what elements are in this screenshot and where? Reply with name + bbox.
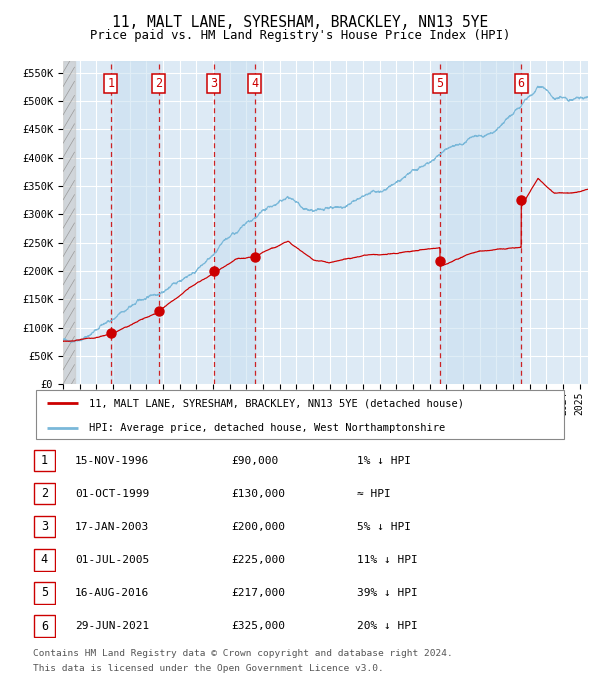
- Text: 11, MALT LANE, SYRESHAM, BRACKLEY, NN13 5YE: 11, MALT LANE, SYRESHAM, BRACKLEY, NN13 …: [112, 15, 488, 30]
- Text: 5: 5: [41, 586, 48, 600]
- FancyBboxPatch shape: [34, 582, 55, 604]
- Text: 5: 5: [436, 78, 443, 90]
- Text: 15-NOV-1996: 15-NOV-1996: [75, 456, 149, 466]
- Text: ≈ HPI: ≈ HPI: [357, 489, 391, 498]
- Text: 01-JUL-2005: 01-JUL-2005: [75, 555, 149, 565]
- Text: 39% ↓ HPI: 39% ↓ HPI: [357, 588, 418, 598]
- Text: 1% ↓ HPI: 1% ↓ HPI: [357, 456, 411, 466]
- Text: £217,000: £217,000: [231, 588, 285, 598]
- Text: 6: 6: [518, 78, 525, 90]
- FancyBboxPatch shape: [34, 450, 55, 471]
- Text: 29-JUN-2021: 29-JUN-2021: [75, 621, 149, 631]
- Text: 2: 2: [41, 487, 48, 500]
- Polygon shape: [63, 61, 74, 384]
- Text: 3: 3: [41, 520, 48, 533]
- Text: £90,000: £90,000: [231, 456, 278, 466]
- Text: 11% ↓ HPI: 11% ↓ HPI: [357, 555, 418, 565]
- Text: 11, MALT LANE, SYRESHAM, BRACKLEY, NN13 5YE (detached house): 11, MALT LANE, SYRESHAM, BRACKLEY, NN13 …: [89, 398, 464, 409]
- Text: 6: 6: [41, 619, 48, 632]
- Bar: [440, 61, 521, 384]
- Text: 01-OCT-1999: 01-OCT-1999: [75, 489, 149, 498]
- Text: 17-JAN-2003: 17-JAN-2003: [75, 522, 149, 532]
- Text: 5% ↓ HPI: 5% ↓ HPI: [357, 522, 411, 532]
- Text: 20% ↓ HPI: 20% ↓ HPI: [357, 621, 418, 631]
- FancyBboxPatch shape: [36, 390, 564, 439]
- Bar: [111, 61, 159, 384]
- FancyBboxPatch shape: [34, 615, 55, 636]
- Text: 1: 1: [107, 78, 115, 90]
- FancyBboxPatch shape: [34, 483, 55, 505]
- Bar: [214, 61, 254, 384]
- Text: £325,000: £325,000: [231, 621, 285, 631]
- Text: 3: 3: [210, 78, 217, 90]
- FancyBboxPatch shape: [34, 549, 55, 571]
- Text: HPI: Average price, detached house, West Northamptonshire: HPI: Average price, detached house, West…: [89, 423, 445, 433]
- Text: £225,000: £225,000: [231, 555, 285, 565]
- Text: 4: 4: [251, 78, 258, 90]
- Text: 2: 2: [155, 78, 163, 90]
- Text: Contains HM Land Registry data © Crown copyright and database right 2024.: Contains HM Land Registry data © Crown c…: [33, 649, 453, 658]
- Text: £130,000: £130,000: [231, 489, 285, 498]
- Text: Price paid vs. HM Land Registry's House Price Index (HPI): Price paid vs. HM Land Registry's House …: [90, 29, 510, 42]
- FancyBboxPatch shape: [34, 516, 55, 537]
- Text: £200,000: £200,000: [231, 522, 285, 532]
- Text: 16-AUG-2016: 16-AUG-2016: [75, 588, 149, 598]
- Text: 1: 1: [41, 454, 48, 467]
- Text: This data is licensed under the Open Government Licence v3.0.: This data is licensed under the Open Gov…: [33, 664, 384, 673]
- Text: 4: 4: [41, 554, 48, 566]
